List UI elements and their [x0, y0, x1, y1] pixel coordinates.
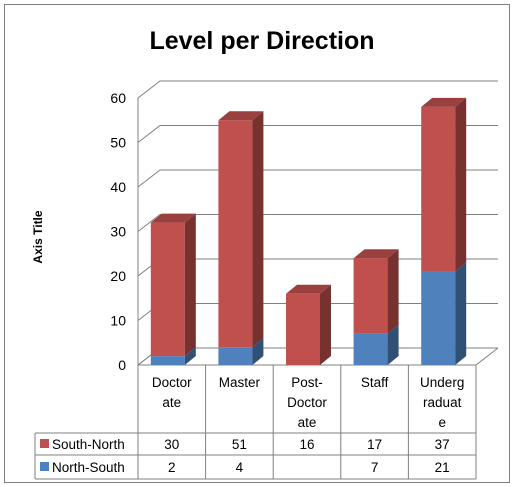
- table-cell-south-north: 51: [232, 437, 247, 452]
- bar-north-south-doctorate: [150, 347, 196, 365]
- chart-title: Level per Direction: [149, 27, 374, 55]
- bar-north-south-staff: [353, 324, 399, 365]
- x-category-label: raduat: [423, 395, 462, 410]
- y-tick-label: 10: [110, 313, 126, 329]
- x-category-label: e: [438, 415, 446, 430]
- legend-swatch-south-north: [40, 439, 49, 448]
- bar-south-north-doctorate: [150, 213, 196, 357]
- legend-swatch-north-south: [40, 462, 49, 471]
- x-category-label: Doctor: [152, 375, 192, 390]
- x-category-label: Master: [219, 375, 261, 390]
- y-tick-label: 0: [118, 357, 126, 373]
- gridline-60: [137, 80, 498, 99]
- x-category-label: ate: [162, 395, 181, 410]
- y-tick-label: 60: [110, 90, 126, 106]
- bar-north-south-undergraduate: [421, 262, 467, 365]
- gridline-50: [137, 125, 498, 143]
- table-cell-north-south: 21: [435, 460, 450, 475]
- table-cell-south-north: 16: [299, 437, 314, 452]
- x-category-label: Doctor: [287, 395, 327, 410]
- table-cell-south-north: 30: [164, 437, 179, 452]
- y-tick-label: 50: [110, 135, 126, 151]
- bar-south-north-post-doctorate: [286, 284, 331, 365]
- table-cell-south-north: 37: [435, 437, 450, 452]
- y-axis-ticks: 0 10 20 30 40 50 60: [110, 90, 126, 373]
- y-axis-title: Axis Title: [31, 210, 45, 263]
- bar-south-north-staff: [353, 249, 399, 334]
- x-category-label: Post-: [291, 375, 323, 390]
- y-tick-label: 40: [110, 179, 126, 195]
- data-table: Doctor ate Master Post- Doctor ate Staff Underg…: [34, 365, 477, 480]
- y-tick-label: 20: [110, 268, 126, 284]
- x-category-label: Staff: [361, 375, 389, 390]
- bar-south-north-master: [218, 111, 264, 348]
- x-category-label: ate: [298, 415, 317, 430]
- bar-south-north-undergraduate: [421, 97, 467, 272]
- table-cell-north-south: 4: [236, 460, 244, 475]
- bar-series: [150, 97, 467, 365]
- table-cell-north-south: 2: [168, 460, 176, 475]
- y-tick-label: 30: [110, 224, 126, 240]
- bar-north-south-master: [218, 338, 264, 365]
- legend-label-south-north: South-North: [52, 437, 125, 452]
- legend-label-north-south: North-South: [52, 460, 125, 475]
- table-cell-north-south: 7: [371, 460, 379, 475]
- gridline-40: [137, 169, 498, 188]
- gridline-30: [137, 214, 498, 232]
- table-cell-south-north: 17: [367, 437, 382, 452]
- x-category-label: Underg: [420, 375, 464, 390]
